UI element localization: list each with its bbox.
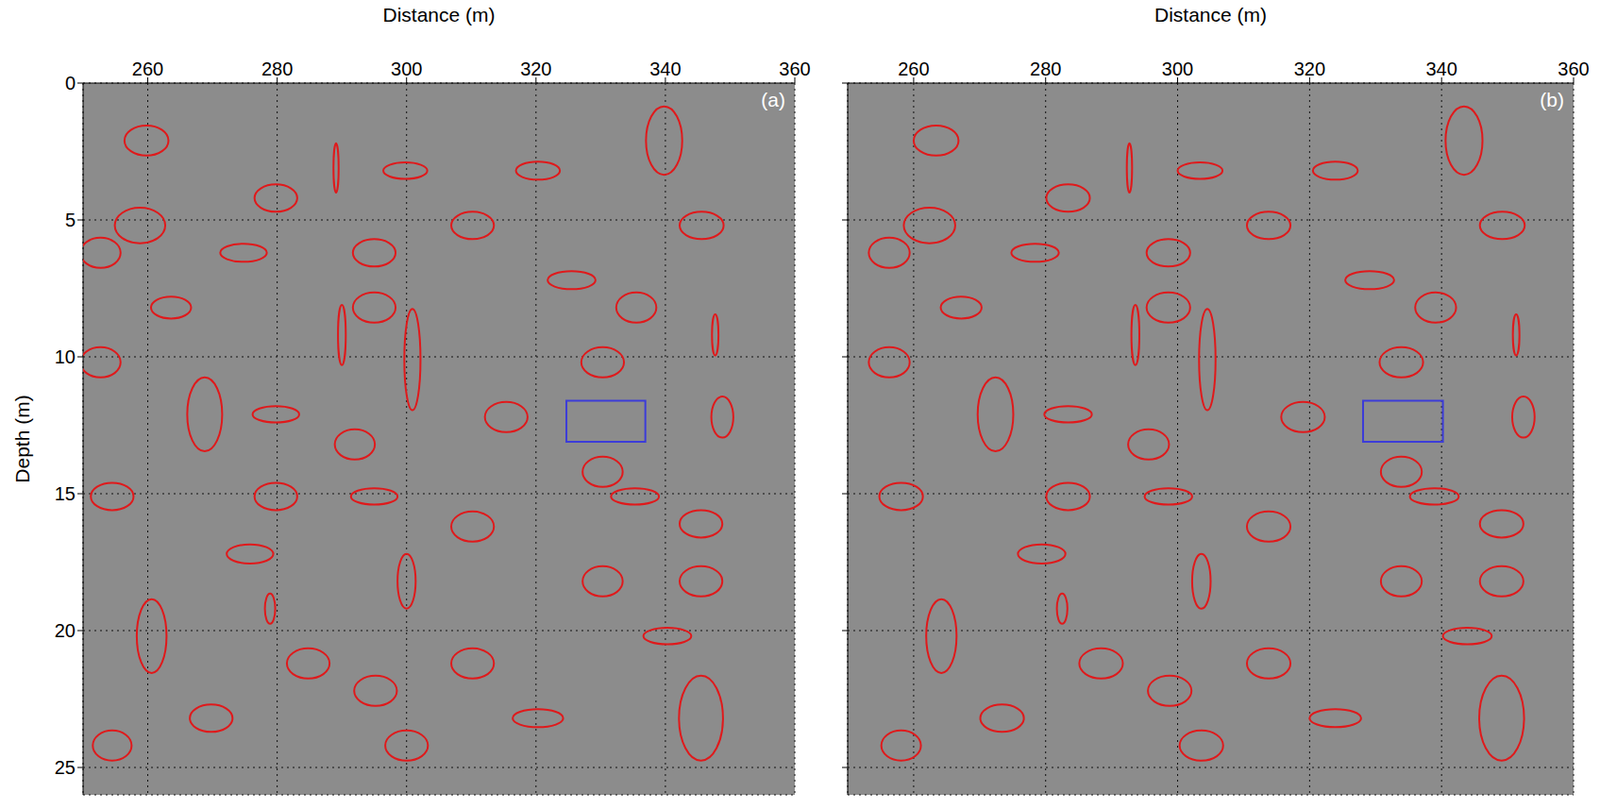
svg-text:360: 360 (778, 58, 810, 80)
svg-text:300: 300 (1162, 58, 1194, 80)
svg-text:20: 20 (54, 620, 76, 641)
svg-text:280: 280 (261, 58, 293, 80)
html-text:Depth (m): Depth (m) (11, 394, 34, 484)
svg-text:0: 0 (65, 72, 76, 94)
svg-text:260: 260 (897, 58, 929, 80)
svg-text:15: 15 (54, 483, 76, 505)
html-text:Distance (m): Distance (m) (382, 3, 496, 26)
svg-text:280: 280 (1029, 58, 1062, 80)
svg-text:320: 320 (1294, 58, 1326, 80)
svg-text:25: 25 (54, 757, 76, 778)
svg-text:300: 300 (390, 58, 422, 80)
html-text:(a): (a) (761, 88, 786, 111)
html-text:(b): (b) (1539, 88, 1565, 111)
svg-text:10: 10 (54, 346, 76, 368)
svg-text:340: 340 (649, 58, 681, 80)
svg-text:360: 360 (1557, 58, 1589, 80)
svg-text:320: 320 (520, 58, 552, 80)
svg-text:260: 260 (132, 58, 164, 80)
html-text:Distance (m): Distance (m) (1154, 3, 1267, 26)
svg-text:5: 5 (65, 209, 76, 231)
svg-text:340: 340 (1425, 58, 1457, 80)
